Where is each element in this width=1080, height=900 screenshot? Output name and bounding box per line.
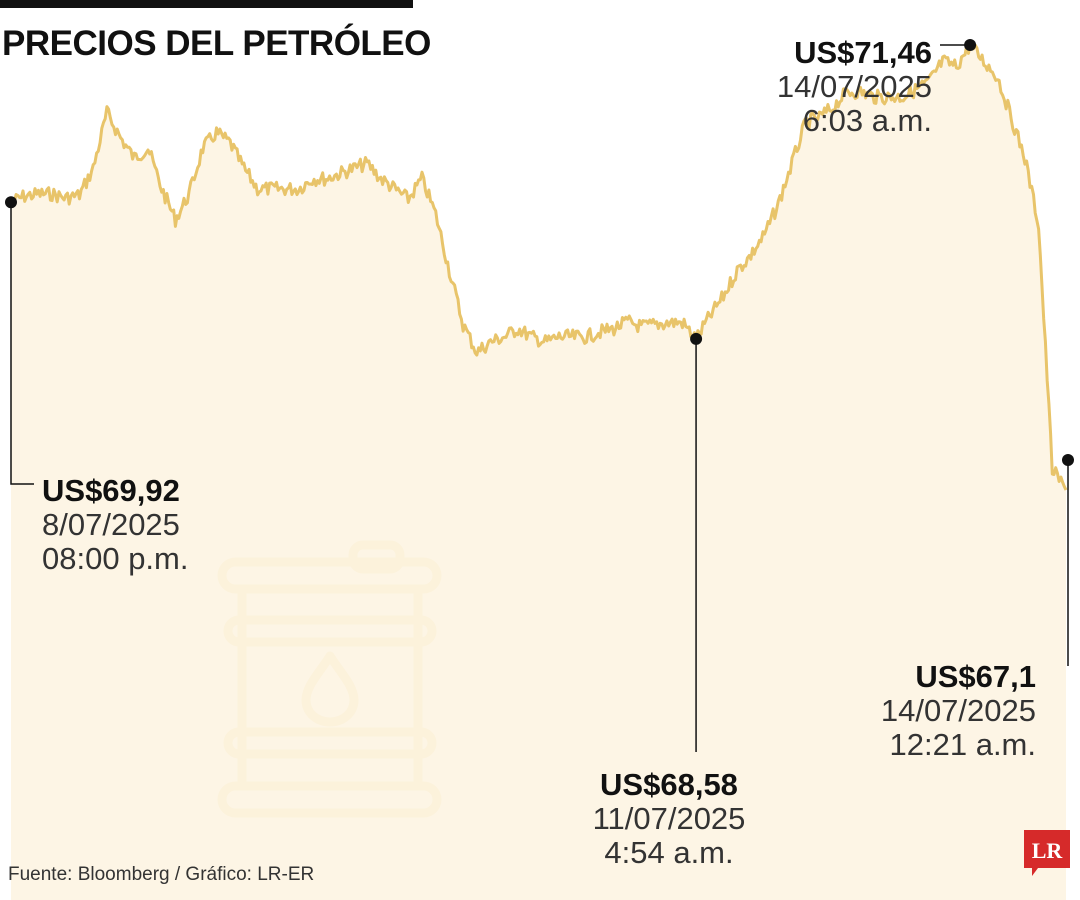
annotation-low-date: 11/07/2025	[592, 801, 746, 836]
annotation-end-time: 12:21 a.m.	[889, 727, 1036, 762]
annotation-high: US$71,46 14/07/2025 6:03 a.m.	[736, 36, 932, 138]
leader-line-start	[10, 202, 34, 485]
price-area-fill	[11, 43, 1066, 900]
annotation-start-date: 8/07/2025	[42, 507, 180, 542]
svg-text:LR: LR	[1032, 838, 1064, 863]
annotation-end-date: 14/07/2025	[880, 693, 1036, 728]
annotation-low-time: 4:54 a.m.	[604, 835, 734, 870]
annotation-low-value: US$68,58	[600, 767, 738, 802]
price-series-line	[10, 42, 1068, 491]
annotation-high-date: 14/07/2025	[776, 69, 932, 104]
marker-high	[964, 39, 977, 51]
marker-end	[1062, 454, 1074, 466]
annotation-end-value: US$67,1	[915, 659, 1036, 694]
marker-start	[5, 196, 17, 209]
source-credit: Fuente: Bloomberg / Gráfico: LR-ER	[8, 864, 315, 885]
annotation-start: US$69,92 8/07/2025 08:00 p.m.	[42, 474, 188, 576]
marker-low	[690, 332, 703, 345]
top-rule	[0, 0, 413, 8]
annotation-start-time: 08:00 p.m.	[42, 541, 189, 576]
annotation-end: US$67,1 14/07/2025 12:21 a.m.	[840, 660, 1036, 762]
annotation-high-value: US$71,46	[794, 35, 932, 70]
lr-logo: LR	[1024, 830, 1070, 876]
annotation-start-value: US$69,92	[42, 473, 180, 508]
chart-title: PRECIOS DEL PETRÓLEO	[2, 24, 431, 63]
annotation-high-time: 6:03 a.m.	[802, 103, 932, 138]
annotation-low: US$68,58 11/07/2025 4:54 a.m.	[584, 768, 754, 870]
